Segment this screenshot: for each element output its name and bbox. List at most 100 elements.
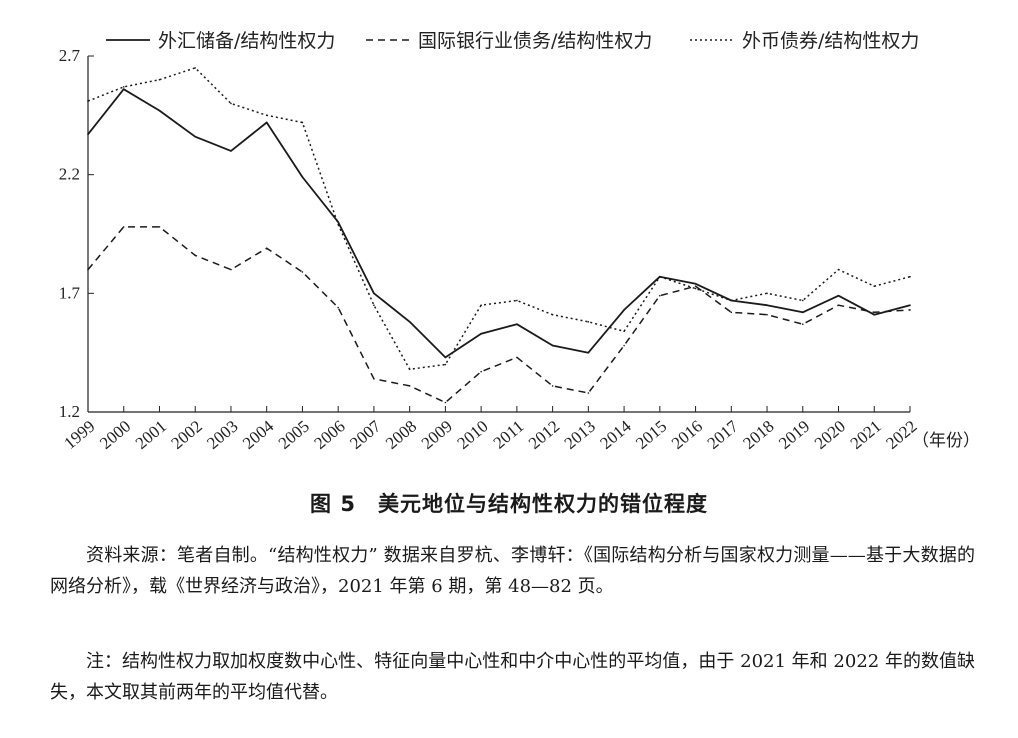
y-tick-label: 1.7 (59, 283, 81, 302)
figure-caption: 图 5 美元地位与结构性权力的错位程度 (310, 492, 708, 516)
series-1-point (909, 304, 911, 307)
series-2-point (837, 304, 840, 307)
series-2-point (408, 385, 411, 387)
series-2-point (694, 285, 697, 288)
series-2-point (801, 323, 804, 325)
source-note: 资料来源：笔者自制。“结构性权力” 数据来自罗杭、李博轩：《国际结构分析与国家权… (50, 545, 975, 597)
x-tick-label: 2004 (239, 416, 278, 453)
series-1-point (801, 311, 804, 314)
series-2-point (516, 356, 518, 359)
series-2-point (194, 254, 197, 257)
series-2-point (659, 294, 661, 297)
series-3-point (373, 304, 375, 307)
series-3-point (623, 330, 625, 333)
series-3-point (480, 304, 482, 307)
series-3-point (551, 313, 554, 316)
x-axis-ticks: 1999200020012002200320042005200620072008… (60, 406, 921, 453)
series-1-point (551, 344, 554, 347)
x-tick-label: 2012 (525, 417, 563, 453)
series-1-point (766, 304, 768, 307)
chart-axes: 1.2 1.7 2.2 2.7 (59, 46, 910, 421)
series-1-point (194, 135, 197, 138)
series-3-point (230, 102, 232, 105)
series-2-point (480, 370, 482, 373)
series-2-point (337, 306, 339, 309)
series-1-point (480, 332, 482, 335)
series-line-2 (87, 226, 911, 404)
x-tick-label: 2017 (704, 416, 743, 453)
y-tick-label: 1.2 (59, 402, 80, 421)
x-tick-label: 1999 (60, 417, 98, 453)
series-1-point (87, 133, 89, 136)
series-3-point (516, 299, 518, 302)
series-3-point (122, 86, 125, 88)
legend-label-2: 国际银行业债务/结构性权力 (418, 30, 652, 52)
series-1-point (122, 88, 125, 91)
series-1-point (337, 221, 339, 223)
series-1-point (873, 313, 876, 316)
series-2-point (730, 311, 733, 314)
chart-series (87, 67, 911, 404)
series-3-point (659, 275, 661, 278)
series-1-point (837, 294, 840, 297)
x-tick-label: 2016 (668, 417, 706, 453)
x-tick-label: 2003 (203, 417, 241, 453)
series-2-point (587, 392, 590, 394)
x-tick-label: 2019 (775, 417, 813, 453)
x-tick-label: 2011 (490, 417, 528, 453)
x-tick-label: 2018 (739, 417, 777, 453)
x-tick-label: 2015 (632, 417, 670, 453)
series-3-point (694, 287, 697, 290)
series-2-point (265, 247, 268, 250)
x-tick-label: 2001 (132, 417, 170, 453)
x-tick-label: 2021 (847, 417, 885, 453)
x-tick-label: 2013 (561, 417, 599, 453)
series-1-point (408, 321, 411, 323)
series-3-point (766, 292, 768, 295)
x-tick-label: 2006 (310, 417, 348, 453)
x-tick-label: 2020 (811, 417, 849, 453)
series-3-point (801, 299, 804, 302)
y-tick-label: 2.2 (59, 165, 80, 184)
series-line-1 (87, 88, 911, 359)
legend-label-3: 外币债券/结构性权力 (742, 30, 919, 52)
series-1-point (158, 109, 161, 112)
series-2-point (873, 311, 876, 314)
series-2-point (122, 226, 125, 228)
legend-label-1: 外汇储备/结构性权力 (158, 30, 335, 52)
x-tick-label: 2014 (596, 416, 635, 453)
x-tick-label: 2002 (168, 417, 206, 453)
series-3-point (301, 121, 304, 124)
series-2-point (301, 271, 304, 273)
remark-note: 注：结构性权力取加权度数中心性、特征向量中心性和中介中心性的平均值，由于 202… (50, 651, 975, 703)
series-3-point (444, 363, 447, 366)
series-1-point (587, 351, 590, 354)
series-3-point (873, 285, 876, 288)
series-2-point (373, 377, 375, 380)
series-3-point (87, 100, 89, 102)
series-3-point (408, 368, 411, 371)
series-2-point (623, 344, 625, 347)
series-1-point (230, 150, 232, 152)
series-2-point (158, 226, 161, 228)
series-1-point (516, 323, 518, 325)
series-2-point (766, 313, 768, 316)
series-3-point (265, 114, 268, 117)
series-1-point (444, 356, 447, 359)
series-3-point (337, 223, 339, 226)
series-3-point (587, 321, 590, 323)
line-chart: 外汇储备/结构性权力 国际银行业债务/结构性权力 外币债券/结构性权力 1.2 1.7… (59, 30, 980, 453)
series-line-3 (87, 67, 911, 371)
x-tick-label: 2000 (96, 417, 134, 453)
series-1-point (373, 292, 375, 295)
series-1-point (301, 176, 304, 178)
x-tick-label: 2010 (453, 417, 491, 453)
series-3-point (730, 299, 733, 302)
series-3-point (909, 275, 911, 278)
series-2-point (87, 268, 89, 271)
x-tick-label: 2005 (275, 417, 313, 453)
series-1-point (623, 309, 625, 311)
series-1-point (694, 283, 697, 285)
series-2-point (230, 268, 232, 271)
x-axis-unit-label: （年份） (912, 431, 980, 451)
